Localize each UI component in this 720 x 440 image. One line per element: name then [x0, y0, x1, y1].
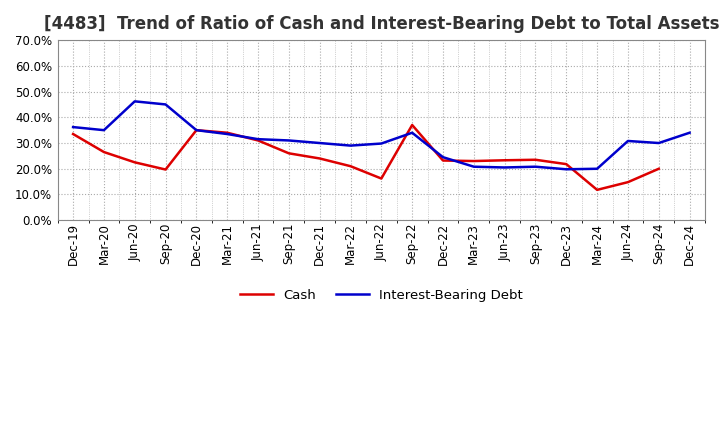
Interest-Bearing Debt [315, 140, 324, 146]
Cash [377, 176, 386, 181]
Cash [408, 122, 416, 128]
Interest-Bearing Debt [469, 164, 478, 169]
Legend: Cash, Interest-Bearing Debt: Cash, Interest-Bearing Debt [235, 284, 528, 307]
Cash [130, 160, 139, 165]
Cash [346, 164, 355, 169]
Cash [284, 150, 293, 156]
Interest-Bearing Debt [593, 166, 601, 172]
Cash [593, 187, 601, 192]
Title: [4483]  Trend of Ratio of Cash and Interest-Bearing Debt to Total Assets: [4483] Trend of Ratio of Cash and Intere… [44, 15, 719, 33]
Cash [192, 128, 201, 133]
Interest-Bearing Debt [562, 167, 571, 172]
Interest-Bearing Debt [685, 130, 694, 136]
Interest-Bearing Debt [130, 99, 139, 104]
Cash [315, 156, 324, 161]
Interest-Bearing Debt [500, 165, 509, 170]
Interest-Bearing Debt [253, 136, 262, 142]
Cash [531, 157, 540, 162]
Interest-Bearing Debt [284, 138, 293, 143]
Interest-Bearing Debt [99, 128, 108, 133]
Interest-Bearing Debt [161, 102, 170, 107]
Cash [161, 167, 170, 172]
Cash [99, 150, 108, 155]
Cash [562, 161, 571, 167]
Interest-Bearing Debt [624, 138, 632, 143]
Cash [69, 132, 78, 137]
Cash [223, 130, 232, 136]
Interest-Bearing Debt [223, 132, 232, 137]
Cash [624, 180, 632, 185]
Interest-Bearing Debt [377, 141, 386, 146]
Cash [469, 158, 478, 164]
Cash [500, 158, 509, 163]
Line: Interest-Bearing Debt: Interest-Bearing Debt [73, 101, 690, 169]
Cash [438, 158, 447, 163]
Interest-Bearing Debt [346, 143, 355, 148]
Cash [253, 138, 262, 143]
Interest-Bearing Debt [438, 154, 447, 160]
Interest-Bearing Debt [192, 128, 201, 133]
Interest-Bearing Debt [69, 125, 78, 130]
Interest-Bearing Debt [531, 164, 540, 169]
Interest-Bearing Debt [654, 140, 663, 146]
Cash [654, 166, 663, 172]
Line: Cash: Cash [73, 125, 659, 190]
Interest-Bearing Debt [408, 130, 416, 136]
